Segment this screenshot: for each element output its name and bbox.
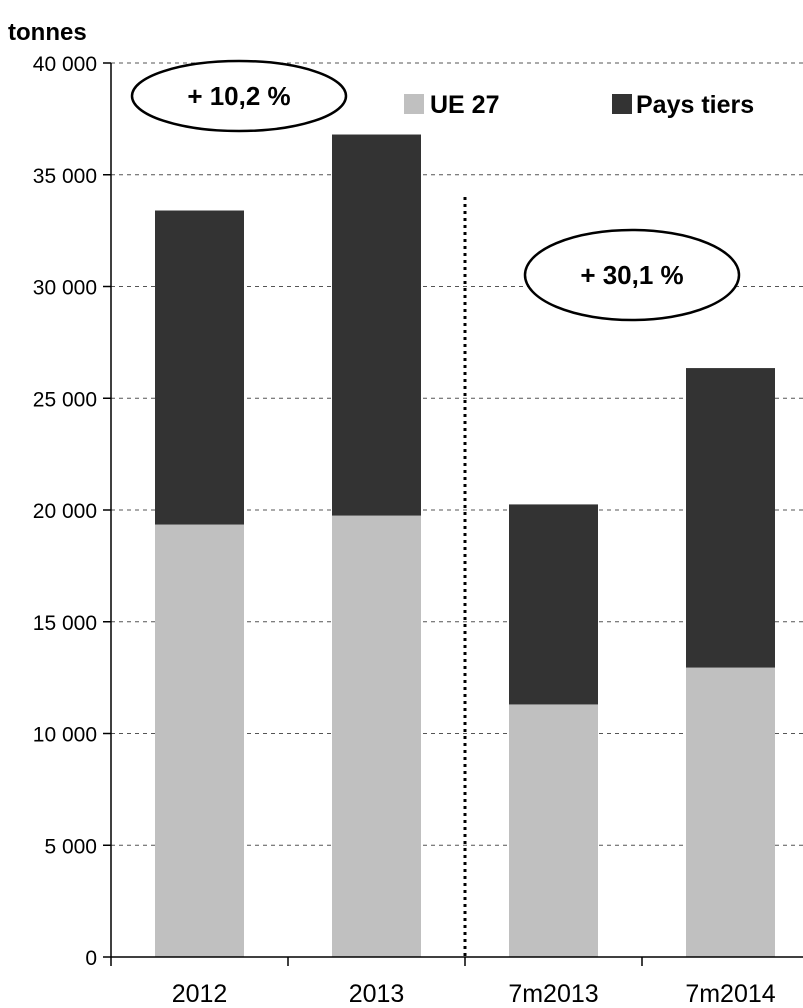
legend-swatch-pays-tiers [612,94,632,114]
y-tick-label: 10 000 [33,724,97,747]
growth-ellipse-7months [523,228,741,322]
y-tick-label: 20 000 [33,500,97,523]
bar-pays-tiers [686,368,775,668]
x-category-label: 7m2013 [508,980,598,1008]
y-tick-label: 40 000 [33,53,97,76]
bars [155,134,775,957]
growth-annotation-annual: + 10,2 % [130,59,348,133]
x-category-label: 2013 [349,980,405,1008]
growth-ellipse-annual [130,59,348,133]
bar-ue27 [332,515,421,957]
legend-label-ue27: UE 27 [430,91,499,119]
bar-pays-tiers [155,210,244,525]
bar-pays-tiers [509,504,598,705]
bar-pays-tiers [332,134,421,516]
legend: UE 27 Pays tiers [404,91,754,119]
ticks: 0 5 000 10 000 15 000 20 000 25 000 30 000 35 0… [33,53,776,1008]
y-axis-unit-label: tonnes [8,19,87,46]
bar-ue27 [155,524,244,957]
y-tick-label: 25 000 [33,388,97,411]
bar-ue27 [509,704,598,957]
x-category-label: 2012 [172,980,228,1008]
growth-label-annual: + 10,2 % [187,81,290,111]
y-tick-label: 15 000 [33,612,97,635]
y-tick-label: 30 000 [33,277,97,300]
legend-swatch-ue27 [404,94,424,114]
y-tick-label: 0 [85,947,97,970]
growth-annotation-7months: + 30,1 % [523,228,741,322]
legend-label-pays-tiers: Pays tiers [636,91,754,119]
y-tick-label: 35 000 [33,165,97,188]
y-tick-label: 5 000 [44,835,97,858]
x-category-label: 7m2014 [685,980,775,1008]
bar-ue27 [686,667,775,957]
growth-label-7months: + 30,1 % [580,260,683,290]
